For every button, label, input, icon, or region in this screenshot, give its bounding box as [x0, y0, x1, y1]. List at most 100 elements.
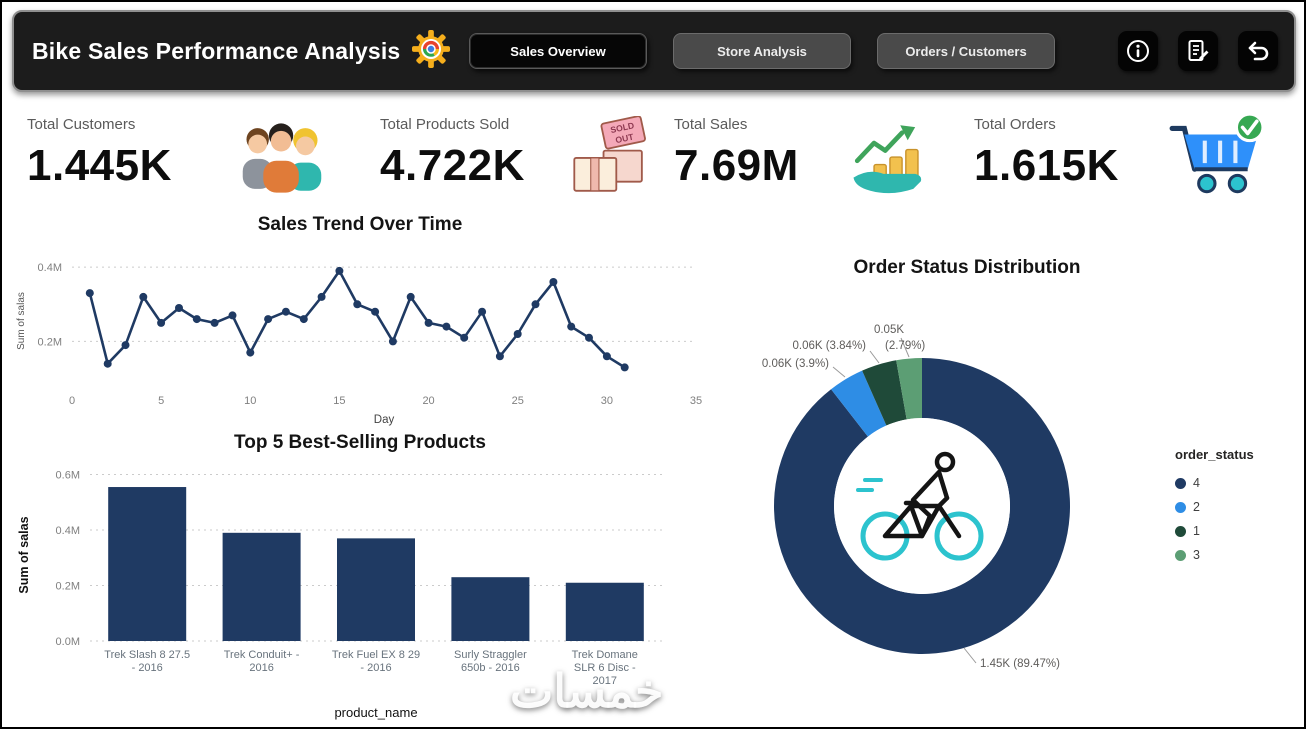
- undo-arrow-icon: [1248, 41, 1269, 61]
- sold-out-tag-text: OUT: [615, 131, 636, 145]
- data-point[interactable]: [246, 348, 255, 357]
- data-point[interactable]: [353, 300, 362, 309]
- chart-text: 15: [333, 395, 345, 407]
- donut-slice-3[interactable]: [896, 358, 922, 420]
- tab-store-analysis[interactable]: Store Analysis: [673, 33, 851, 69]
- legend-item-1[interactable]: 1: [1175, 519, 1254, 543]
- data-point[interactable]: [495, 352, 504, 361]
- bar-category-label: Surly Straggler 650b - 2016: [454, 649, 527, 674]
- chart-text: 35: [690, 395, 702, 407]
- kpi-total-sales: Total Sales 7.69M: [674, 116, 938, 212]
- data-point[interactable]: [549, 278, 558, 286]
- chart-text: 30: [601, 395, 613, 407]
- nav-tabs: Sales Overview Store Analysis Orders / C…: [469, 33, 1055, 69]
- data-point[interactable]: [602, 352, 611, 361]
- data-point[interactable]: [317, 292, 326, 301]
- data-point[interactable]: [531, 300, 540, 309]
- bar-category-label: Trek Fuel EX 8 29- 2016: [332, 649, 420, 674]
- reset-button[interactable]: [1238, 31, 1278, 71]
- legend-dot: [1175, 549, 1186, 561]
- legend-item-3[interactable]: 3: [1175, 543, 1254, 567]
- data-point[interactable]: [478, 307, 487, 316]
- data-edit-button[interactable]: [1178, 31, 1218, 71]
- donut-slice-4[interactable]: [774, 358, 1071, 654]
- legend-dot: [1175, 477, 1186, 489]
- data-point[interactable]: [175, 304, 183, 312]
- data-point[interactable]: [192, 315, 201, 324]
- data-point[interactable]: [424, 318, 433, 327]
- trend-line[interactable]: [88, 269, 626, 369]
- data-point[interactable]: [139, 292, 148, 301]
- donut-slice-1[interactable]: [862, 360, 907, 426]
- data-point[interactable]: [264, 315, 273, 324]
- chart-text: Sum of salas: [17, 516, 31, 593]
- chart-text: Sum of salas: [16, 292, 27, 350]
- data-point[interactable]: [567, 322, 576, 331]
- legend-label: 2: [1193, 500, 1200, 514]
- info-button[interactable]: [1118, 31, 1158, 71]
- data-point[interactable]: [228, 311, 237, 320]
- bar-chart-title: Top 5 Best-Selling Products: [234, 432, 486, 453]
- kpi-total-orders: Total Orders 1.615K: [974, 112, 1274, 212]
- data-point[interactable]: [121, 341, 130, 350]
- bar-2[interactable]: [337, 538, 415, 641]
- donut-legend: order_status 4 2 1 3: [1175, 447, 1254, 567]
- legend-label: 1: [1193, 524, 1200, 538]
- kpi-value: 1.615K: [974, 141, 1119, 190]
- chart-text: 0.06K (3.84%): [792, 340, 866, 352]
- data-point[interactable]: [371, 307, 380, 316]
- kpi-label: Total Products Sold: [380, 116, 510, 133]
- data-point[interactable]: [460, 333, 469, 342]
- title-wrap: Bike Sales Performance Analysis: [32, 12, 451, 90]
- donut-slice-2[interactable]: [831, 370, 887, 437]
- kpi-value: 1.445K: [27, 141, 172, 190]
- chart-text: 0.6M: [56, 470, 80, 482]
- chart-text: product_name: [334, 705, 417, 720]
- chart-text: 0.2M: [38, 336, 62, 348]
- top-products-bar-chart[interactable]: 0.0M 0.2M 0.4M 0.6M Trek Slash 8 27.5- 2016 T…: [10, 459, 710, 725]
- data-point[interactable]: [299, 315, 308, 324]
- order-status-chart-card: Order Status Distribution 1.45K (89.47%)…: [717, 257, 1302, 727]
- data-point[interactable]: [335, 266, 344, 275]
- legend-item-2[interactable]: 2: [1175, 495, 1254, 519]
- cart-check-icon: [1166, 112, 1265, 209]
- data-point[interactable]: [585, 333, 593, 342]
- kpi-label: Total Orders: [974, 116, 1056, 133]
- chart-text: 20: [422, 395, 434, 407]
- legend-item-4[interactable]: 4: [1175, 471, 1254, 495]
- chart-text: 1.45K (89.47%): [980, 658, 1060, 670]
- order-status-donut-chart[interactable]: 1.45K (89.47%) 0.06K (3.9%) 0.06K (3.84%) 0…: [717, 281, 1302, 721]
- chart-text: 0.0M: [56, 636, 80, 648]
- bar-category-label: Trek Slash 8 27.5- 2016: [104, 649, 190, 674]
- legend-label: 4: [1193, 476, 1200, 490]
- info-icon: [1127, 40, 1149, 62]
- bar-4[interactable]: [565, 582, 644, 641]
- chart-text: 0.4M: [56, 525, 80, 537]
- data-point[interactable]: [388, 337, 397, 346]
- bar-0[interactable]: [108, 487, 187, 641]
- sold-out-tag-text: SOLD: [609, 120, 635, 135]
- tab-sales-overview[interactable]: Sales Overview: [469, 33, 647, 69]
- sales-trend-line-chart[interactable]: 0.2M 0.4M 0 5 10 15 20 25 30 35 Day Sum of salas: [10, 240, 710, 432]
- data-point[interactable]: [85, 289, 94, 298]
- kpi-label: Total Sales: [674, 116, 748, 133]
- page-title: Bike Sales Performance Analysis: [32, 37, 401, 64]
- data-point[interactable]: [620, 363, 629, 372]
- legend-dot: [1175, 501, 1186, 513]
- bar-3[interactable]: [451, 577, 530, 641]
- data-point[interactable]: [442, 322, 451, 331]
- kpi-value: 4.722K: [380, 141, 525, 190]
- tab-orders-customers[interactable]: Orders / Customers: [877, 33, 1055, 69]
- data-point[interactable]: [281, 307, 290, 316]
- data-point[interactable]: [210, 318, 219, 327]
- chart-text: 0.05K: [874, 324, 904, 336]
- data-point[interactable]: [513, 330, 522, 338]
- bar-category-label: Trek Domane SLR 6 Disc -2017: [572, 649, 638, 687]
- data-point[interactable]: [103, 359, 112, 368]
- data-point[interactable]: [157, 318, 166, 327]
- chart-text: 0.06K (3.9%): [762, 358, 829, 370]
- line-chart-title: Sales Trend Over Time: [257, 214, 463, 235]
- bar-1[interactable]: [222, 532, 301, 641]
- data-point[interactable]: [406, 292, 415, 301]
